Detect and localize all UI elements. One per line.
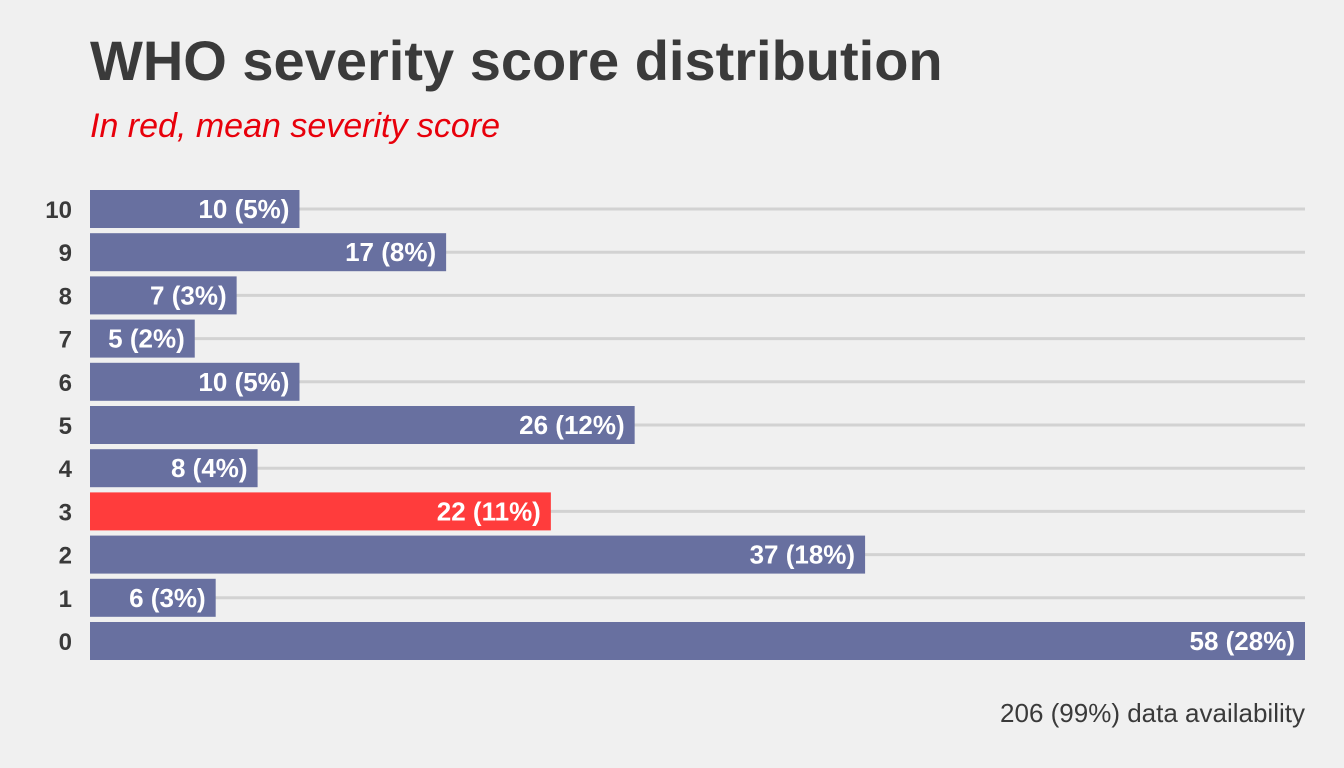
y-tick-label: 2 (59, 543, 72, 570)
bar-value-label: 7 (3%) (150, 280, 227, 310)
bar-value-label: 37 (18%) (750, 540, 856, 570)
y-tick-label: 1 (59, 586, 72, 613)
y-tick-label: 10 (45, 197, 72, 224)
y-tick-label: 6 (59, 370, 72, 397)
bar-9 (90, 233, 447, 272)
bar-value-label: 5 (2%) (108, 324, 185, 354)
bar-value-label: 10 (5%) (198, 367, 289, 397)
chart-caption: 206 (99%) data availability (1000, 698, 1305, 728)
bar-0 (90, 622, 1305, 660)
bar-value-label: 22 (11%) (437, 496, 541, 526)
bar-6 (90, 362, 300, 401)
bar-10 (90, 190, 300, 228)
y-tick-label: 5 (59, 413, 72, 440)
y-tick-label: 8 (59, 283, 72, 310)
y-tick-label: 3 (59, 499, 72, 526)
bar-value-label: 10 (5%) (198, 194, 289, 224)
bar-value-label: 26 (12%) (519, 410, 625, 440)
y-tick-label: 0 (59, 629, 72, 656)
y-tick-label: 4 (59, 456, 73, 483)
bar-7 (90, 319, 195, 358)
bar-value-label: 58 (28%) (1190, 626, 1296, 656)
bars (90, 190, 1305, 660)
bar-value-label: 6 (3%) (129, 583, 206, 613)
bar-8 (90, 276, 237, 315)
bar-4 (90, 449, 258, 488)
chart-title: WHO severity score distribution (90, 29, 943, 92)
bar-1 (90, 578, 216, 617)
bar-3 (90, 492, 551, 531)
bar-value-label: 8 (4%) (171, 453, 248, 483)
y-tick-label: 7 (59, 327, 72, 354)
bar-value-labels: 10 (5%) 17 (8%) 7 (3%) 5 (2%) 10 (5%) 26 (12%… (108, 194, 1295, 656)
chart-subtitle: In red, mean severity score (90, 107, 500, 145)
y-tick-label: 9 (59, 240, 72, 267)
bar-value-label: 17 (8%) (345, 237, 436, 267)
bar-2 (90, 535, 866, 574)
bar-5 (90, 406, 635, 444)
